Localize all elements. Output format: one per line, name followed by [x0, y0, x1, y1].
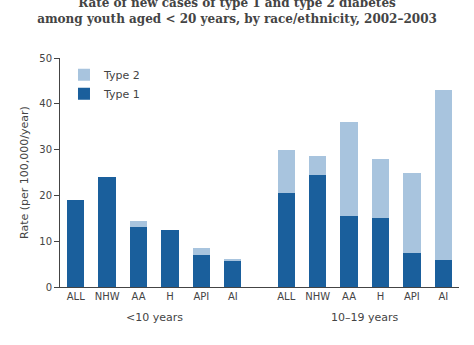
- svg-text:NHW: NHW: [95, 291, 120, 302]
- svg-text:AA: AA: [132, 291, 146, 302]
- svg-text:Rate of new cases of type 1 an: Rate of new cases of type 1 and type 2 d…: [37, 0, 437, 26]
- svg-text:0: 0: [46, 282, 52, 293]
- svg-text:NHW: NHW: [305, 291, 330, 302]
- svg-text:10–19 years: 10–19 years: [331, 311, 399, 324]
- svg-text:AI: AI: [438, 291, 448, 302]
- svg-text:AI: AI: [228, 291, 238, 302]
- svg-text:H: H: [377, 291, 385, 302]
- svg-text:10: 10: [39, 236, 52, 247]
- svg-text:Type 2: Type 2: [103, 69, 140, 82]
- svg-text:H: H: [166, 291, 174, 302]
- svg-text:API: API: [404, 291, 420, 302]
- svg-text:50: 50: [39, 53, 52, 64]
- svg-text:20: 20: [39, 190, 52, 201]
- svg-text:30: 30: [39, 144, 52, 155]
- svg-text:AA: AA: [342, 291, 356, 302]
- svg-text:40: 40: [39, 98, 52, 109]
- svg-text:ALL: ALL: [277, 291, 295, 302]
- svg-text:API: API: [193, 291, 209, 302]
- svg-text:Type 1: Type 1: [103, 88, 140, 101]
- svg-text:<10 years: <10 years: [126, 311, 183, 324]
- svg-text:Rate (per 100,000/year): Rate (per 100,000/year): [18, 106, 31, 239]
- svg-text:ALL: ALL: [67, 291, 85, 302]
